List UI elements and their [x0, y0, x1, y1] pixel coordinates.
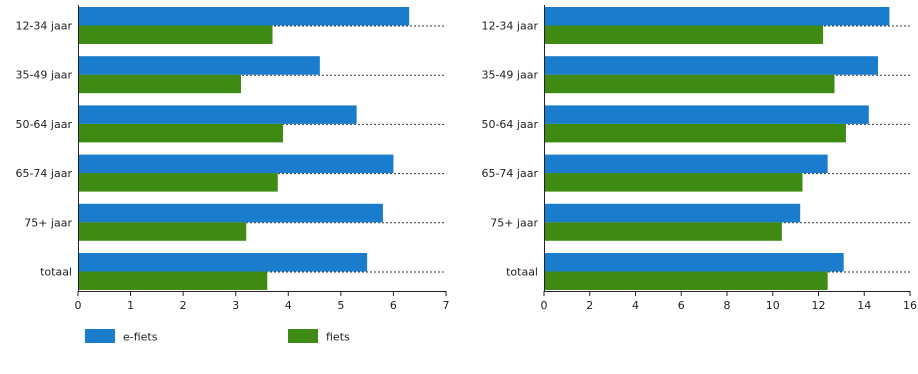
bar-fiets-totaal	[78, 271, 268, 290]
bar-fiets-75plus-jaar	[78, 222, 247, 241]
category-label-totaal: totaal	[40, 266, 72, 279]
category-label-75plus-jaar: 75+ jaar	[490, 216, 538, 229]
category-label-35-49-jaar: 35-49 jaar	[15, 69, 72, 82]
x-tick-label: 1	[127, 299, 134, 312]
legend: e-fiets fiets	[85, 329, 350, 344]
bar-fiets-65-74-jaar	[544, 173, 803, 192]
x-tick-label: 0	[75, 299, 82, 312]
bar-fiets-50-64-jaar	[544, 123, 846, 143]
bar-e-fiets-12-34-jaar	[78, 7, 410, 26]
bar-e-fiets-65-74-jaar	[78, 154, 394, 174]
bar-e-fiets-totaal	[544, 253, 844, 272]
bar-e-fiets-12-34-jaar	[544, 7, 890, 26]
x-tick-label: 6	[678, 299, 685, 312]
x-tick-label: 7	[443, 299, 450, 312]
category-label-65-74-jaar: 65-74 jaar	[15, 167, 72, 180]
category-label-50-64-jaar: 50-64 jaar	[481, 118, 538, 131]
bar-e-fiets-75plus-jaar	[544, 203, 801, 223]
legend-swatch-fiets	[288, 329, 318, 343]
chart-panel-left: 12-34 jaar 35-49 jaar 50-64 jaar 65-74 jaar…	[15, 5, 450, 312]
x-tick-label: 5	[337, 299, 344, 312]
x-tick-label: 0	[541, 299, 548, 312]
bar-fiets-35-49-jaar	[544, 74, 835, 94]
bar-e-fiets-65-74-jaar	[544, 154, 828, 174]
bar-fiets-75plus-jaar	[544, 222, 782, 241]
bar-fiets-totaal	[544, 271, 828, 290]
category-label-75plus-jaar: 75+ jaar	[24, 216, 72, 229]
legend-swatch-e-fiets	[85, 329, 115, 343]
bar-e-fiets-totaal	[78, 253, 368, 272]
category-label-65-74-jaar: 65-74 jaar	[481, 167, 538, 180]
bar-e-fiets-50-64-jaar	[78, 105, 357, 124]
bar-fiets-12-34-jaar	[544, 25, 824, 44]
bar-fiets-35-49-jaar	[78, 74, 241, 94]
bar-e-fiets-35-49-jaar	[544, 56, 878, 75]
bar-e-fiets-75plus-jaar	[78, 203, 383, 223]
bar-e-fiets-50-64-jaar	[544, 105, 869, 124]
category-label-12-34-jaar: 12-34 jaar	[481, 20, 538, 33]
x-tick-label: 6	[390, 299, 397, 312]
x-tick-label: 16	[903, 299, 917, 312]
legend-label-fiets: fiets	[326, 331, 350, 344]
category-label-totaal: totaal	[506, 266, 538, 279]
x-tick-label: 8	[724, 299, 731, 312]
bar-e-fiets-35-49-jaar	[78, 56, 320, 75]
x-tick-label: 4	[632, 299, 639, 312]
x-tick-label: 3	[232, 299, 239, 312]
category-label-12-34-jaar: 12-34 jaar	[15, 20, 72, 33]
x-tick-label: 14	[857, 299, 871, 312]
bar-fiets-50-64-jaar	[78, 123, 284, 143]
x-tick-label: 2	[180, 299, 187, 312]
x-tick-label: 10	[766, 299, 780, 312]
x-tick-label: 2	[586, 299, 593, 312]
bar-fiets-12-34-jaar	[78, 25, 273, 44]
chart-panel-right: 12-34 jaar 35-49 jaar 50-64 jaar 65-74 jaar…	[481, 5, 917, 312]
legend-label-e-fiets: e-fiets	[123, 331, 158, 344]
category-label-35-49-jaar: 35-49 jaar	[481, 69, 538, 82]
category-label-50-64-jaar: 50-64 jaar	[15, 118, 72, 131]
x-tick-label: 12	[812, 299, 826, 312]
x-tick-label: 4	[285, 299, 292, 312]
bar-fiets-65-74-jaar	[78, 173, 278, 192]
